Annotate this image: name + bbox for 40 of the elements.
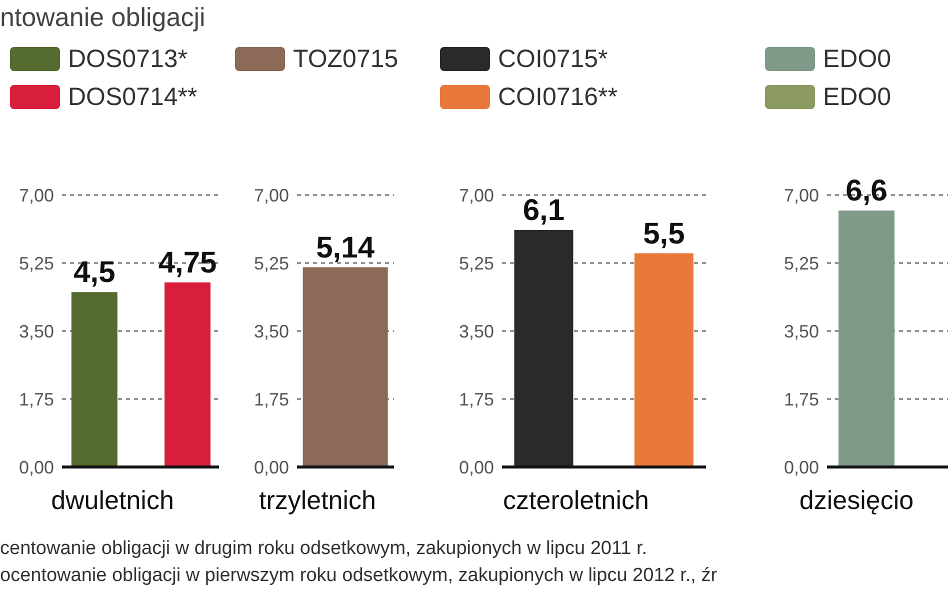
y-tick-label: 7,00 (784, 185, 819, 206)
y-tick-label: 7,00 (254, 185, 289, 206)
y-tick-label: 1,75 (254, 389, 289, 410)
data-label: 4,75 (158, 246, 217, 280)
data-label: 6,6 (846, 174, 888, 208)
data-label: 4,5 (74, 256, 116, 290)
text: ocentowanie obligacji w pierwszym roku odsetkowym, zakupionych w lipcu 2012 r., źr (0, 564, 718, 588)
data-label: 6,1 (522, 194, 565, 227)
y-tick-label: 7,00 (18, 185, 54, 206)
y-tick-label: 5,25 (18, 253, 54, 274)
data-label: 5,14 (316, 231, 375, 264)
x-axis-title: trzyletnich (258, 485, 376, 515)
y-tick-label: 1,75 (784, 389, 819, 410)
x-axis-title: czteroletnich (503, 485, 649, 515)
y-tick-label: 1,75 (18, 389, 54, 410)
chart-title: ntowanie obligacji (0, 2, 206, 33)
y-tick-label: 0,00 (18, 457, 54, 478)
y-tick-label: 5,25 (254, 253, 289, 274)
legend-label: COI0716** (498, 82, 618, 113)
legend-label: EDO0 (823, 82, 892, 113)
y-tick-label: 0,00 (458, 457, 494, 478)
text: centowanie obligacji w drugim roku odsetkowym, zakupionych w lipcu 2011 r. (0, 537, 648, 561)
y-tick-label: 3,50 (458, 321, 494, 342)
y-tick-label: 5,25 (784, 253, 819, 274)
y-tick-label: 1,75 (458, 389, 494, 410)
x-axis-title: dziesięcio (799, 485, 914, 515)
y-tick-label: 7,00 (458, 185, 494, 206)
y-tick-label: 0,00 (254, 457, 289, 478)
legend-label: DOS0714** (68, 82, 198, 113)
y-tick-label: 5,25 (458, 253, 494, 274)
legend-label: COI0715* (498, 44, 608, 75)
x-axis-title: dwuletnich (51, 485, 174, 515)
legend-label: DOS0713* (68, 44, 188, 75)
y-tick-label: 3,50 (784, 321, 819, 342)
y-tick-label: 3,50 (18, 321, 54, 342)
y-tick-label: 0,00 (784, 457, 819, 478)
legend-label: EDO0 (823, 44, 892, 75)
y-tick-label: 3,50 (254, 321, 289, 342)
legend-label: TOZ0715 (293, 44, 398, 75)
data-label: 5,5 (643, 217, 685, 250)
